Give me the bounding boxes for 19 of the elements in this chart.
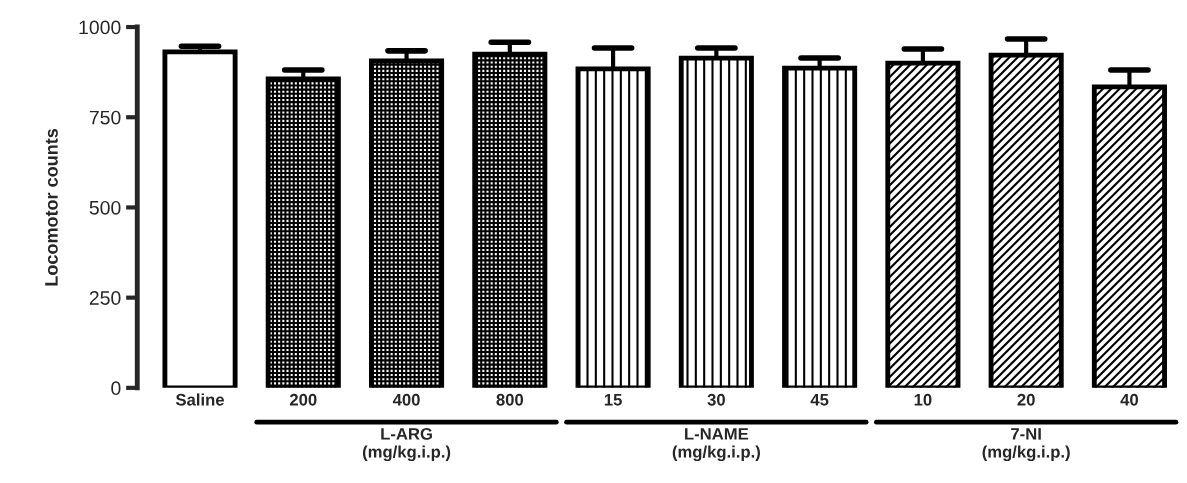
y-tick-label: 0 [111,381,121,396]
y-tick-label: 750 [89,110,121,125]
text: L-NAME (mg/kg.i.p.) [672,428,760,462]
x-tick-label: 15 [604,394,622,406]
x-tick-label: 20 [1017,393,1035,406]
text: L-ARG (mg/kg.i.p.) [362,427,451,462]
y-tick-label: 500 [89,200,121,215]
x-tick-label: 10 [914,393,932,406]
x-tick-label: 40 [1120,393,1139,406]
y-axis-title: Locomotor counts [45,128,58,286]
y-tick-label: 1000 [79,20,121,35]
x-tick-label: 400 [392,393,420,406]
x-tick-label: Saline [175,393,224,406]
text: 7-NI (mg/kg.i.p.) [982,428,1070,462]
x-tick-label: 30 [707,393,725,406]
x-tick-label: 200 [289,393,317,406]
x-tick-label: 45 [810,394,829,406]
y-tick-label: 250 [89,291,121,305]
x-tick-label: 800 [496,393,524,406]
